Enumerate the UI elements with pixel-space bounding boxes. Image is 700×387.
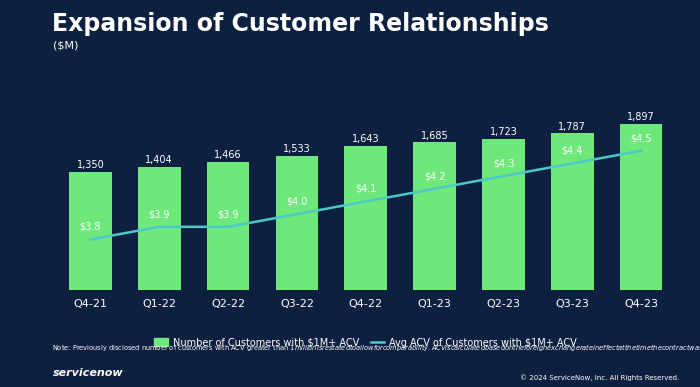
Text: $4.1: $4.1 <box>355 184 377 194</box>
Text: servicenow: servicenow <box>52 368 123 378</box>
Text: $4.4: $4.4 <box>561 146 583 156</box>
Text: $4.2: $4.2 <box>424 171 445 181</box>
Text: ($M): ($M) <box>52 41 78 51</box>
Bar <box>551 133 594 290</box>
Text: $4.3: $4.3 <box>493 158 514 168</box>
Bar <box>69 172 112 290</box>
Bar <box>413 142 456 290</box>
Bar <box>138 167 181 290</box>
Text: 1,404: 1,404 <box>146 155 173 165</box>
Text: 1,897: 1,897 <box>627 112 655 122</box>
Text: $3.8: $3.8 <box>80 222 101 232</box>
Text: 1,685: 1,685 <box>421 131 449 141</box>
Text: 1,723: 1,723 <box>489 127 517 137</box>
Text: Expansion of Customer Relationships: Expansion of Customer Relationships <box>52 12 550 36</box>
Bar <box>276 156 318 290</box>
Legend: Number of Customers with $1M+ ACV, Avg ACV of Customers with $1M+ ACV: Number of Customers with $1M+ ACV, Avg A… <box>150 334 581 352</box>
Text: $4.5: $4.5 <box>631 133 652 143</box>
Text: 1,643: 1,643 <box>352 134 379 144</box>
Text: © 2024 ServiceNow, Inc. All Rights Reserved.: © 2024 ServiceNow, Inc. All Rights Reser… <box>519 375 679 381</box>
Bar <box>620 124 662 290</box>
Text: 1,350: 1,350 <box>76 160 104 170</box>
Bar <box>206 161 249 290</box>
Text: Note: Previously disclosed number of customers with ACV greater than $1 million : Note: Previously disclosed number of cus… <box>52 342 700 353</box>
Text: $4.0: $4.0 <box>286 197 307 207</box>
Text: 1,787: 1,787 <box>559 122 586 132</box>
Text: $3.9: $3.9 <box>148 209 170 219</box>
Bar <box>482 139 525 290</box>
Bar <box>344 146 387 290</box>
Text: 1,466: 1,466 <box>214 150 242 160</box>
Text: $3.9: $3.9 <box>218 209 239 219</box>
Text: 1,533: 1,533 <box>283 144 311 154</box>
